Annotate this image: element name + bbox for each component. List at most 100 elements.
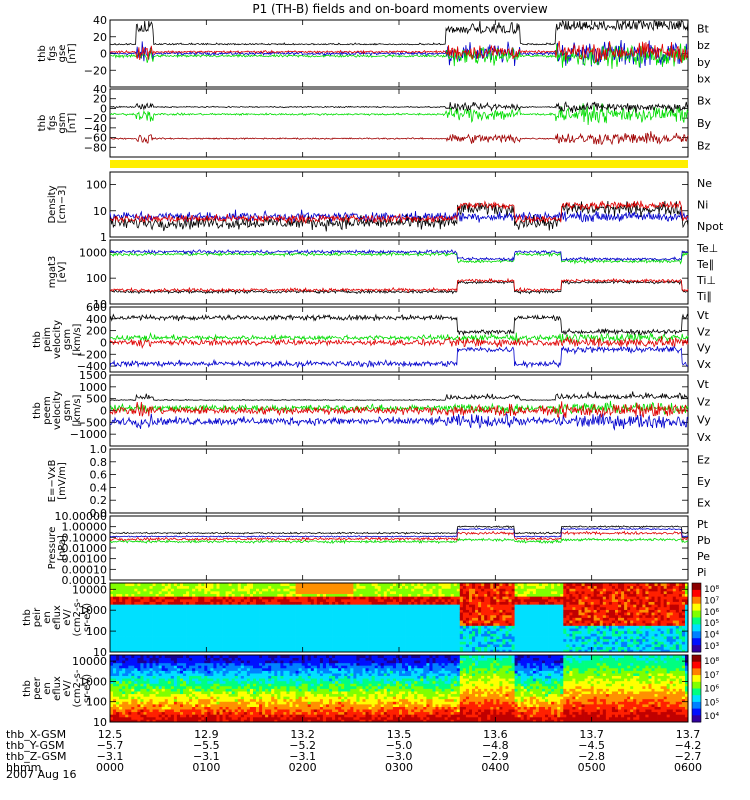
spectrogram-cell [237,638,242,642]
spectrogram-cell [383,646,388,650]
spectrogram-cell [225,588,230,592]
spectrogram-cell [633,630,637,634]
spectrogram-cell [359,601,363,605]
spectrogram-cell [271,606,275,610]
spectrogram-cell [155,609,160,613]
spectrogram-cell [316,649,321,653]
spectrogram-cell [441,638,446,642]
spectrogram-cell [627,628,631,632]
spectrogram-cell [581,625,585,629]
spectrogram-cell [490,646,494,650]
spectrogram-cell [605,644,610,648]
spectrogram-cell [444,588,449,592]
spectrogram-cell [274,604,278,608]
spectrogram-cell [341,617,345,621]
spectrogram-cell [645,636,649,640]
spectrogram-cell [399,638,403,642]
spectrogram-cell [429,583,433,587]
spectrogram-cell [499,609,503,613]
spectrogram-cell [511,583,516,587]
spectrogram-cell [493,588,497,592]
spectrogram-cell [481,636,485,640]
spectrogram-cell [225,633,230,637]
spectrogram-cell [417,633,421,637]
spectrogram-cell [338,606,342,610]
spectrogram-cell [155,625,160,629]
spectrogram-cell [222,593,227,597]
spectrogram-cell [469,636,473,640]
spectrogram-cell [240,601,245,605]
spectrogram-cell [335,628,339,632]
spectrogram-cell [173,638,178,642]
spectrogram-cell [599,591,604,595]
spectrogram-cell [164,620,169,624]
spectrogram-cell [648,614,652,618]
spectrogram-cell [274,588,278,592]
spectrogram-cell [161,644,166,648]
spectrogram-cell [654,641,658,645]
spectrogram-cell [535,598,540,602]
spectrogram-cell [611,617,616,621]
spectrogram-cell [560,644,564,648]
spectrogram-cell [414,588,418,592]
spectrogram-cell [496,625,500,629]
spectrogram-cell [316,641,321,645]
spectrogram-cell [110,591,114,595]
spectrogram-cell [259,625,263,629]
spectrogram-cell [633,588,637,592]
spectrogram-cell [432,636,436,640]
spectrogram-cell [569,617,573,621]
spectrogram-cell [110,620,114,624]
spectrogram-cell [490,633,494,637]
spectrogram-cell [459,641,464,645]
spectrogram-cell [408,593,412,597]
spectrogram-cell [487,612,491,616]
spectrogram-cell [149,636,153,640]
spectrogram-cell [444,596,449,600]
spectrogram-cell [423,646,427,650]
spectrogram-cell [307,646,312,650]
spectrogram-cell [371,596,376,600]
spectrogram-cell [447,630,452,634]
spectrogram-cell [353,593,357,597]
spectrogram-cell [158,622,163,626]
spectrogram-cell [219,614,223,618]
spectrogram-cell [517,585,522,589]
spectrogram-cell [313,646,318,650]
spectrogram-cell [134,617,138,621]
spectrogram-cell [301,620,306,624]
spectrogram-cell [465,633,470,637]
spectrogram-cell [481,585,485,589]
spectrogram-cell [429,593,433,597]
spectrogram-cell [642,649,646,653]
spectrogram-cell [265,591,269,595]
spectrogram-cell [645,593,649,597]
spectrogram-cell [392,620,397,624]
spectrogram-cell [648,625,652,629]
spectrogram-cell [307,591,312,595]
spectrogram-cell [119,596,123,600]
spectrogram-cell [420,649,424,653]
spectrogram-cell [231,606,236,610]
spectrogram-cell [246,598,251,602]
spectrogram-cell [432,593,436,597]
spectrogram-cell [380,628,385,632]
spectrogram-cell [554,649,558,653]
spectrogram-cell [450,583,455,587]
spectrogram-cell [280,625,284,629]
spectrogram-cell [535,601,540,605]
spectrogram-cell [459,591,464,595]
spectrogram-cell [338,609,342,613]
spectrogram-cell [116,636,120,640]
spectrogram-cell [225,585,230,589]
spectrogram-cell [563,630,567,634]
spectrogram-cell [551,625,555,629]
spectrogram-cell [243,625,248,629]
spectrogram-cell [575,604,579,608]
spectrogram-cell [271,625,275,629]
spectrogram-cell [319,585,324,589]
spectrogram-cell [529,598,534,602]
spectrogram-cell [389,641,394,645]
spectrogram-cell [122,583,126,587]
spectrogram-cell [371,614,376,618]
